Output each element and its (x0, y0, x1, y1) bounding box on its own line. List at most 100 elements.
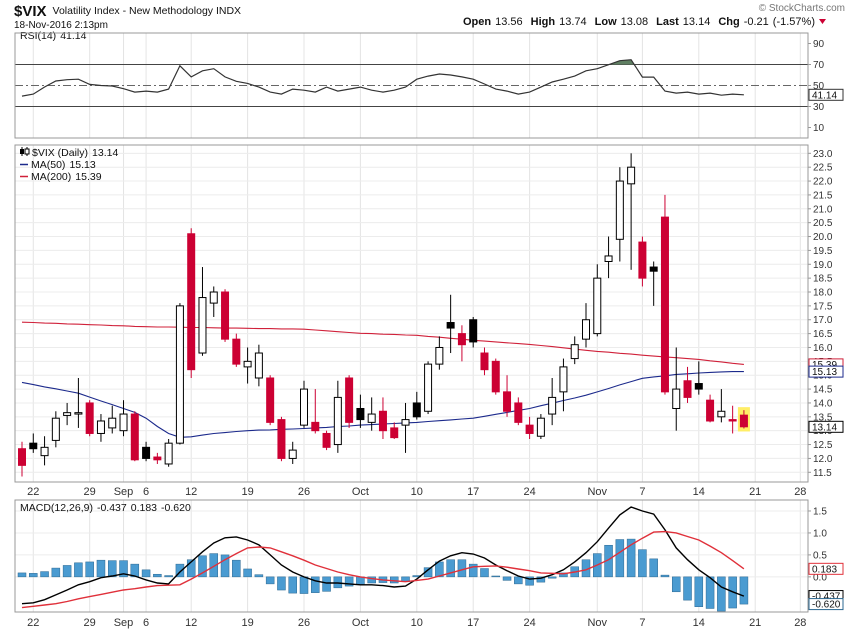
candle-body (153, 456, 162, 461)
histogram-bar (457, 559, 467, 578)
y-tick-label: 0.5 (813, 550, 827, 561)
x-tick-label: Oct (352, 486, 369, 498)
candle-body (74, 412, 83, 415)
candle-body (401, 419, 410, 426)
histogram-bar (153, 573, 162, 578)
candle-body (300, 388, 308, 426)
histogram-bar (62, 565, 72, 578)
histogram-bar (175, 563, 185, 578)
y-tick-label: 12.0 (813, 454, 833, 465)
x-tick-label: 26 (298, 486, 310, 498)
quote-label: Chg (718, 16, 739, 28)
y-tick-label: 90 (813, 39, 825, 50)
panel-border (14, 32, 809, 139)
y-tick-label: 23.0 (813, 149, 833, 160)
candle-body (706, 399, 715, 422)
histogram-bar (74, 562, 83, 578)
histogram-bar (220, 554, 230, 578)
histogram-bar (547, 576, 557, 579)
y-tick-label: 20.0 (813, 232, 833, 243)
x-tick-label: Sep (114, 617, 134, 629)
histogram-bar (638, 549, 647, 578)
quote-label: Last (656, 16, 679, 28)
candle-body (288, 449, 297, 459)
x-tick-label: 21 (749, 617, 761, 629)
histogram-bar (525, 576, 534, 586)
symbol: $VIX (14, 3, 47, 20)
legend-label: RSI(14) (20, 30, 56, 42)
quote-label: Open (463, 16, 491, 28)
y-tick-label: 14.0 (813, 398, 833, 409)
candle-body (559, 366, 568, 393)
panel-frame (14, 499, 809, 613)
candle-body (311, 421, 320, 432)
histogram-bar (254, 574, 264, 578)
x-tick-label: 22 (27, 617, 39, 629)
legend-label: MA(200) (31, 171, 71, 183)
y-tick-label: 30 (813, 102, 825, 113)
y-tick-label: 1.5 (813, 506, 827, 517)
instrument-name: Volatility Index - New Methodology INDX (53, 5, 242, 17)
histogram-bar (288, 576, 297, 594)
candle-body (63, 412, 72, 416)
x-tick-label: Nov (587, 486, 607, 498)
histogram-bar (401, 576, 410, 582)
histogram-bar (186, 559, 196, 578)
histogram-bar (480, 568, 489, 578)
candle-body (582, 319, 590, 340)
candle-body (457, 333, 466, 346)
candle-body (356, 407, 365, 421)
last-value-label: 41.14 (812, 90, 837, 101)
candle-body (728, 419, 737, 422)
legend-swatch (20, 149, 24, 154)
candle-body (491, 360, 500, 393)
histogram-bar (694, 576, 704, 607)
candle-body (85, 402, 94, 434)
x-tick-label: 6 (143, 486, 149, 498)
candle-body (514, 402, 523, 423)
histogram-bar (536, 576, 546, 583)
legend-value: 15.13 (69, 159, 95, 171)
histogram-bar (615, 539, 625, 578)
x-tick-label: 26 (298, 617, 310, 629)
last-value-tag (808, 562, 844, 575)
histogram-bar (683, 576, 692, 601)
histogram-bar (277, 576, 286, 591)
x-tick-label: 22 (27, 486, 39, 498)
candle-body (367, 413, 376, 423)
histogram-bar (299, 576, 309, 594)
rsi-line (21, 59, 744, 97)
legend-label: $VIX (Daily) (32, 147, 88, 159)
histogram-bar (311, 576, 320, 593)
y-tick-label: 20.5 (813, 218, 833, 229)
histogram-bar (119, 560, 128, 578)
quote-label: Low (595, 16, 617, 28)
candle-body (277, 419, 286, 459)
x-tick-label: 29 (84, 617, 96, 629)
candle-body (683, 380, 692, 398)
histogram-bar (265, 576, 275, 585)
histogram-bar (209, 553, 219, 578)
last-value-label: 13.14 (812, 422, 837, 433)
histogram-bar (17, 572, 27, 578)
histogram-bar (29, 573, 38, 578)
x-tick-label: 17 (467, 617, 479, 629)
x-tick-label: 12 (185, 617, 197, 629)
quote-label: High (531, 16, 556, 28)
y-tick-label: 19.5 (813, 246, 833, 257)
candle-body (390, 427, 399, 439)
histogram-bar (344, 576, 354, 587)
histogram-bar (243, 568, 252, 578)
x-tick-label: 6 (143, 617, 149, 629)
candle-body (29, 442, 38, 450)
histogram-bar (502, 576, 512, 581)
histogram-bar (96, 559, 106, 578)
candle-body (378, 410, 387, 432)
y-tick-label: 12.5 (813, 440, 833, 451)
y-tick-label: 10 (813, 123, 825, 134)
y-tick-label: 13.5 (813, 412, 833, 423)
histogram-bar (626, 538, 636, 578)
candle-body (548, 396, 557, 415)
histogram-bar (559, 572, 568, 578)
